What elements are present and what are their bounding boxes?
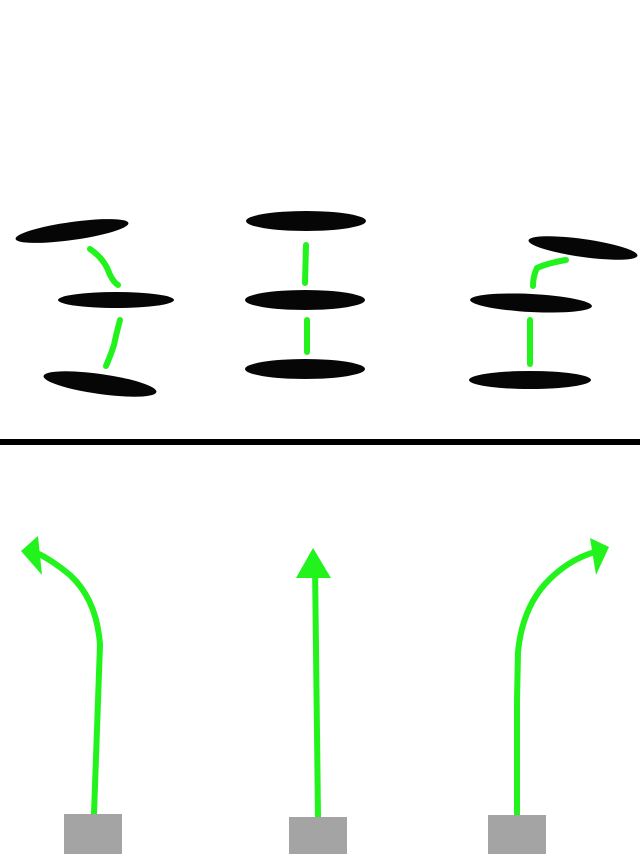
block-center bbox=[289, 817, 347, 854]
arrow-up-icon bbox=[296, 548, 331, 578]
path-right-line bbox=[514, 549, 598, 818]
stack-left bbox=[15, 219, 174, 397]
path-left-line bbox=[32, 549, 103, 817]
arrow-right-icon bbox=[590, 538, 609, 575]
block-left bbox=[64, 814, 122, 854]
link-lower bbox=[103, 317, 123, 369]
disc-top bbox=[528, 236, 638, 260]
path-left bbox=[21, 536, 122, 854]
link-upper bbox=[87, 246, 121, 288]
path-center bbox=[289, 548, 347, 854]
block-right bbox=[488, 815, 546, 854]
path-right bbox=[488, 538, 609, 854]
disc-bottom bbox=[245, 359, 365, 379]
disc-middle bbox=[470, 293, 592, 313]
arrow-left-icon bbox=[21, 536, 42, 575]
disc-bottom bbox=[469, 371, 591, 389]
stack-center bbox=[245, 211, 366, 379]
disc-top bbox=[246, 211, 366, 231]
disc-middle bbox=[245, 290, 365, 310]
stack-right bbox=[469, 236, 638, 389]
disc-top bbox=[15, 219, 129, 243]
disc-middle bbox=[58, 292, 174, 308]
link-upper bbox=[302, 242, 309, 286]
path-center-line bbox=[312, 562, 321, 820]
link-upper bbox=[530, 257, 569, 289]
disc-bottom bbox=[43, 371, 157, 397]
